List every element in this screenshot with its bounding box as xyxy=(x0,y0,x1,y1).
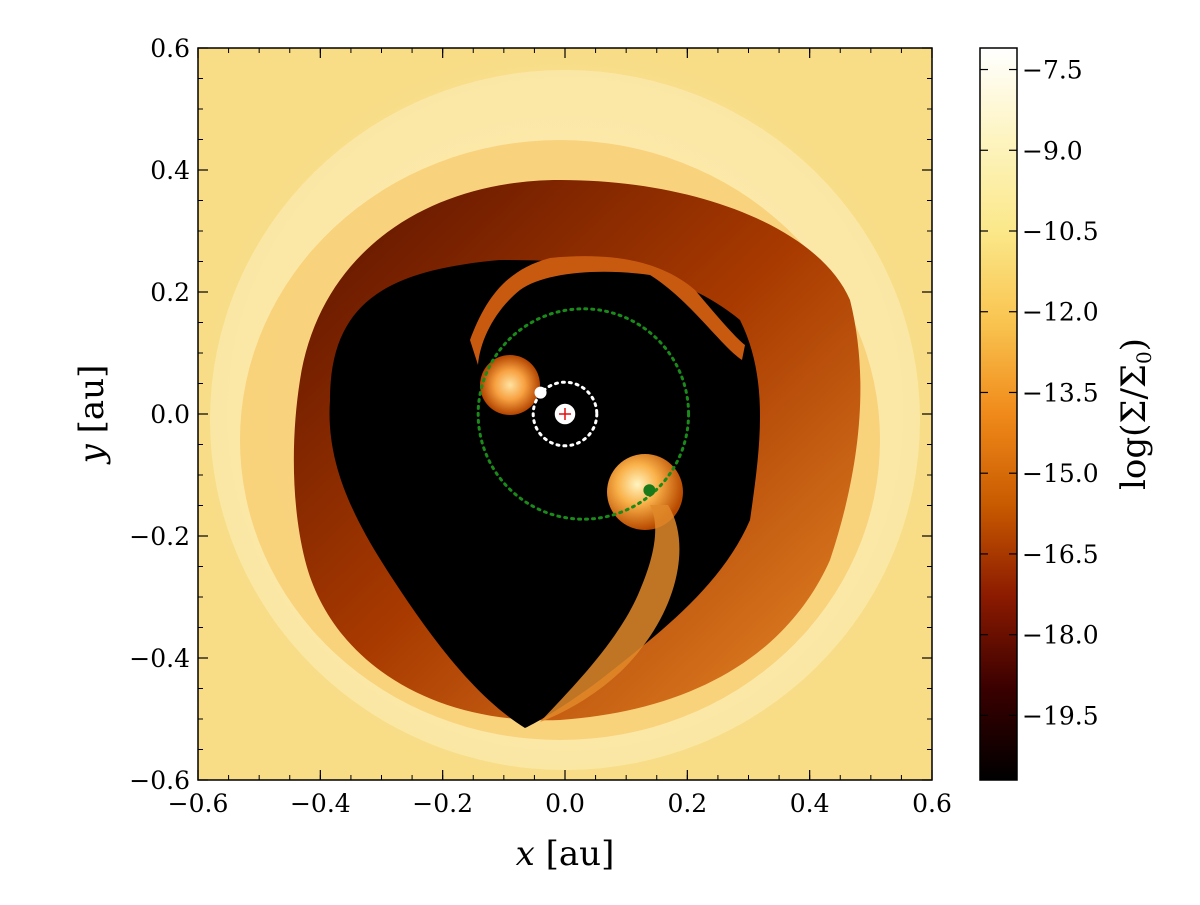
x-axis-label: x [au] xyxy=(516,834,615,874)
colorbar-tick-label: −19.5 xyxy=(1022,701,1099,730)
y-tick-label: 0.4 xyxy=(150,156,190,185)
colorbar-tick-label: −18.0 xyxy=(1022,621,1099,650)
colorbar-tick-label: −10.5 xyxy=(1022,217,1099,246)
y-tick-label: 0.0 xyxy=(150,400,190,429)
y-tick-label: −0.2 xyxy=(129,522,190,551)
x-tick-label: −0.4 xyxy=(290,789,351,818)
colorbar-tick-label: −9.0 xyxy=(1022,136,1083,165)
colorbar-tick-label: −13.5 xyxy=(1022,378,1099,407)
y-tick-label: −0.4 xyxy=(129,644,190,673)
y-axis-label: y [au] xyxy=(72,365,112,466)
colorbar-tick-label: −15.0 xyxy=(1022,459,1099,488)
x-tick-label: −0.2 xyxy=(412,789,473,818)
colorbar-label: log(Σ/Σ0) xyxy=(1114,338,1156,490)
inner-planet-marker xyxy=(534,386,547,399)
colorbar-tick-label: −16.5 xyxy=(1022,540,1099,569)
spiral-arm-lower xyxy=(540,505,680,722)
colorbar xyxy=(979,47,1018,781)
y-tick-label: −0.6 xyxy=(129,766,190,795)
y-tick-label: 0.2 xyxy=(150,278,190,307)
outer-planet-marker xyxy=(643,484,656,497)
x-tick-label: −0.6 xyxy=(168,789,229,818)
inner-planet-vortex xyxy=(480,355,540,415)
y-tick-label: 0.6 xyxy=(150,34,190,63)
spiral-arm-upper xyxy=(470,256,745,365)
inner-orbit-circle xyxy=(531,380,599,448)
x-tick-label: 0.4 xyxy=(790,789,830,818)
x-tick-label: 0.6 xyxy=(912,789,952,818)
outer-orbit-circle xyxy=(476,307,691,521)
colorbar-tick-label: −7.5 xyxy=(1022,56,1083,85)
colorbar-tick-label: −12.0 xyxy=(1022,298,1099,327)
x-tick-label: 0.2 xyxy=(667,789,707,818)
x-tick-label: 0.0 xyxy=(545,789,585,818)
